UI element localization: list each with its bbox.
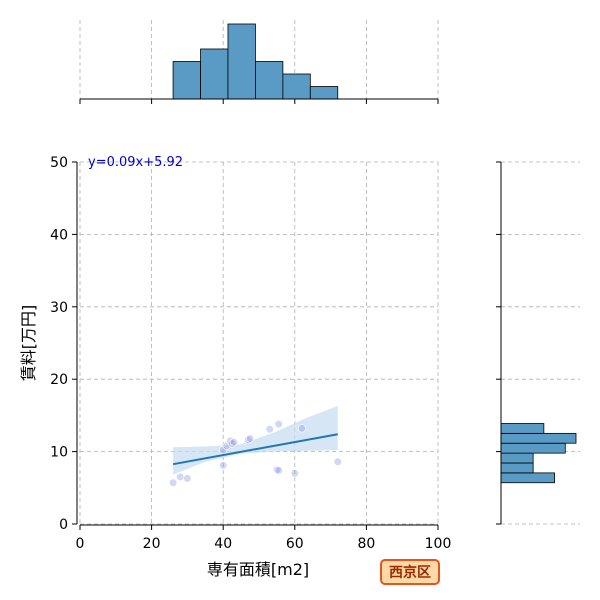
scatter-point	[333, 457, 342, 466]
top-hist-bar	[200, 48, 229, 100]
y-tick-label: 30	[50, 300, 68, 316]
main-scatter-plot: 0 20 40 60 80 100 0 10 20 30 40 50	[50, 155, 451, 552]
y-tick-label: 10	[50, 445, 68, 461]
right-hist-bar	[500, 452, 534, 464]
scatter-point	[265, 425, 274, 434]
confidence-band	[173, 405, 338, 475]
scatter-point	[274, 419, 283, 429]
y-axis-label: 賃料[万円]	[19, 305, 38, 382]
scatter-point	[245, 434, 255, 443]
scatter-point	[229, 438, 239, 447]
x-tick-label: 80	[357, 536, 375, 552]
region-badge: 西京区	[380, 559, 440, 585]
right-hist-bar	[500, 472, 555, 484]
y-tick-label: 50	[50, 155, 68, 171]
scatter-point	[176, 472, 185, 482]
right-hist-bar	[500, 432, 577, 444]
top-hist-bar	[282, 73, 311, 100]
scatter-point	[274, 466, 283, 475]
regression-equation: y=0.09x+5.92	[88, 155, 183, 170]
scatter-point	[297, 424, 307, 433]
regression-line	[172, 433, 338, 466]
x-tick-label: 0	[76, 536, 85, 552]
y-tick-label: 20	[50, 372, 68, 388]
x-tick-label: 100	[425, 536, 452, 552]
right-hist-bar	[500, 442, 566, 454]
y-tick-label: 0	[59, 517, 68, 533]
top-hist-bar	[309, 86, 339, 100]
top-hist-bar	[255, 61, 284, 100]
scatter-point	[168, 478, 178, 487]
right-marginal-histogram	[496, 161, 580, 525]
top-marginal-histogram	[79, 20, 439, 104]
scatter-point	[219, 461, 228, 470]
scatter-point	[183, 474, 192, 483]
x-axis-label: 専有面積[m2]	[207, 560, 309, 579]
top-hist-bar	[172, 61, 201, 100]
y-tick-label: 40	[50, 227, 68, 243]
x-tick-label: 60	[286, 536, 304, 552]
right-hist-bar	[500, 423, 545, 434]
x-tick-label: 20	[143, 536, 161, 552]
right-hist-bar	[500, 462, 534, 474]
top-hist-bar	[227, 23, 256, 100]
scatter-point	[290, 469, 299, 478]
x-tick-label: 40	[214, 536, 232, 552]
